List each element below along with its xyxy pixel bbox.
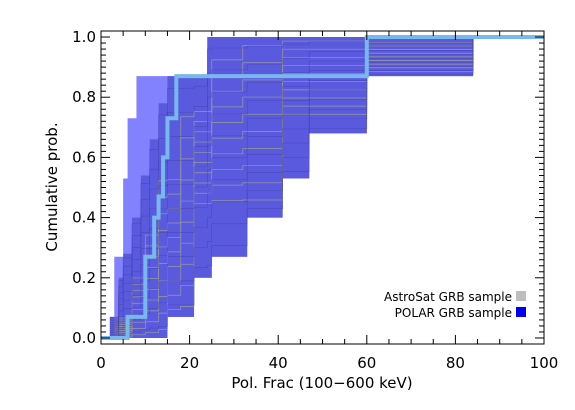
median-line (101, 35, 544, 340)
x-tick-label: 20 (180, 354, 199, 372)
median-curve (101, 35, 544, 340)
y-axis: 0.0 0.2 0.4 0.6 0.8 1.0 (72, 28, 544, 347)
polar-realization-line (109, 36, 544, 325)
data-bands (109, 37, 544, 338)
legend-swatch (516, 307, 526, 317)
polar-band (109, 37, 544, 338)
y-axis-title: Cumulative prob. (43, 122, 61, 251)
x-axis-title: Pol. Frac (100−600 keV) (231, 374, 412, 392)
polar-realization-line (109, 36, 544, 321)
y-tick-label: 0.8 (72, 88, 96, 106)
polar-realization-line (109, 36, 544, 319)
legend: AstroSat GRB sample POLAR GRB sample (384, 290, 526, 320)
x-axis: 0 20 40 60 80 100 (96, 31, 558, 372)
x-tick-label: 80 (446, 354, 465, 372)
x-tick-label: 0 (96, 354, 106, 372)
legend-label: POLAR GRB sample (395, 306, 512, 320)
y-tick-label: 0.4 (72, 209, 96, 227)
legend-swatch (516, 291, 526, 301)
y-tick-label: 1.0 (72, 28, 96, 46)
legend-label: AstroSat GRB sample (384, 290, 512, 304)
x-tick-label: 40 (269, 354, 288, 372)
y-tick-label: 0.2 (72, 269, 96, 287)
polar-realization-line (109, 36, 544, 323)
y-tick-label: 0.0 (72, 329, 96, 347)
x-tick-label: 60 (357, 354, 376, 372)
x-tick-label: 100 (530, 354, 559, 372)
y-tick-label: 0.6 (72, 148, 96, 166)
